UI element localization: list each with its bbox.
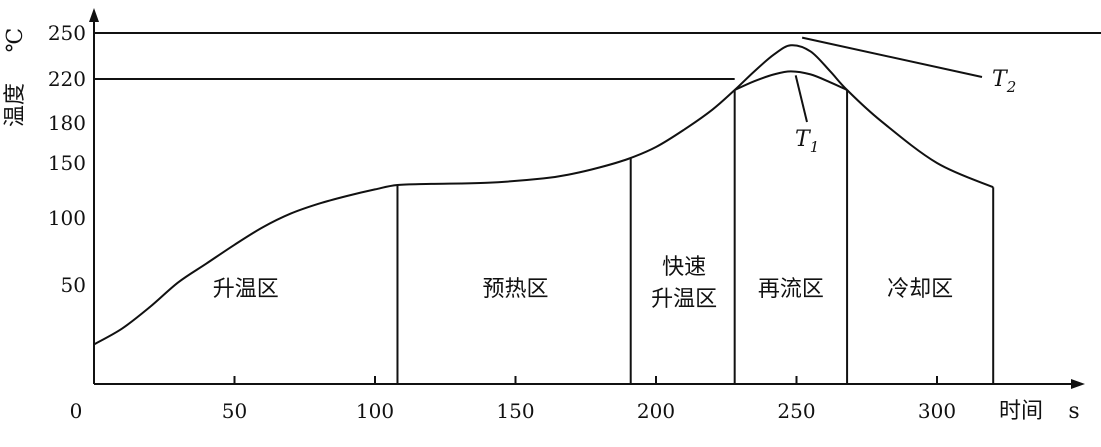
t2-leader-line: [801, 36, 983, 78]
series-lines: [93, 44, 994, 346]
annotation-T2: T2: [992, 67, 1016, 96]
x-tick-label: 50: [222, 399, 247, 423]
x-tick-label: 0: [70, 399, 83, 423]
y-tick-label: 250: [48, 21, 86, 45]
zone-label: 预热区: [482, 277, 548, 302]
x-tick-label: 300: [918, 399, 956, 423]
x-tick-label: 150: [496, 399, 534, 423]
series-line-main: [93, 44, 994, 346]
y-tick-label: 220: [48, 67, 86, 91]
annotation-T1: T1: [795, 127, 819, 156]
y-axis-arrow: [89, 8, 99, 22]
x-tick-label: 250: [777, 399, 815, 423]
zone-label: 冷却区: [887, 277, 953, 302]
series-line-t1-peak: [734, 70, 848, 91]
y-tick-label: 180: [48, 111, 86, 135]
x-tick-label: 200: [637, 399, 675, 423]
axes: [89, 8, 1085, 389]
y-tick-label: 50: [61, 273, 86, 297]
zone-label: 快速: [662, 255, 706, 280]
x-axis-arrow: [1071, 379, 1085, 389]
zone-label: 升温区: [651, 287, 717, 312]
x-axis-unit: s: [1068, 399, 1079, 424]
zone-label: 升温区: [213, 277, 279, 302]
y-tick-label: 100: [48, 206, 86, 230]
annotations: T1 T2: [794, 36, 1016, 156]
y-tick-label: 150: [48, 151, 86, 175]
zone-boundaries: [396, 90, 995, 384]
zone-label: 再流区: [758, 277, 824, 302]
tick-labels: 0 50 100 150 200 250 300 50 100 150 180 220 250: [48, 21, 956, 423]
reference-lines: [94, 32, 1101, 80]
y-axis-unit: ℃: [3, 28, 28, 53]
t1-leader-line: [794, 75, 808, 123]
x-tick-label: 100: [356, 399, 394, 423]
y-axis-label: 温度: [3, 83, 28, 127]
x-axis-label: 时间: [999, 399, 1043, 424]
